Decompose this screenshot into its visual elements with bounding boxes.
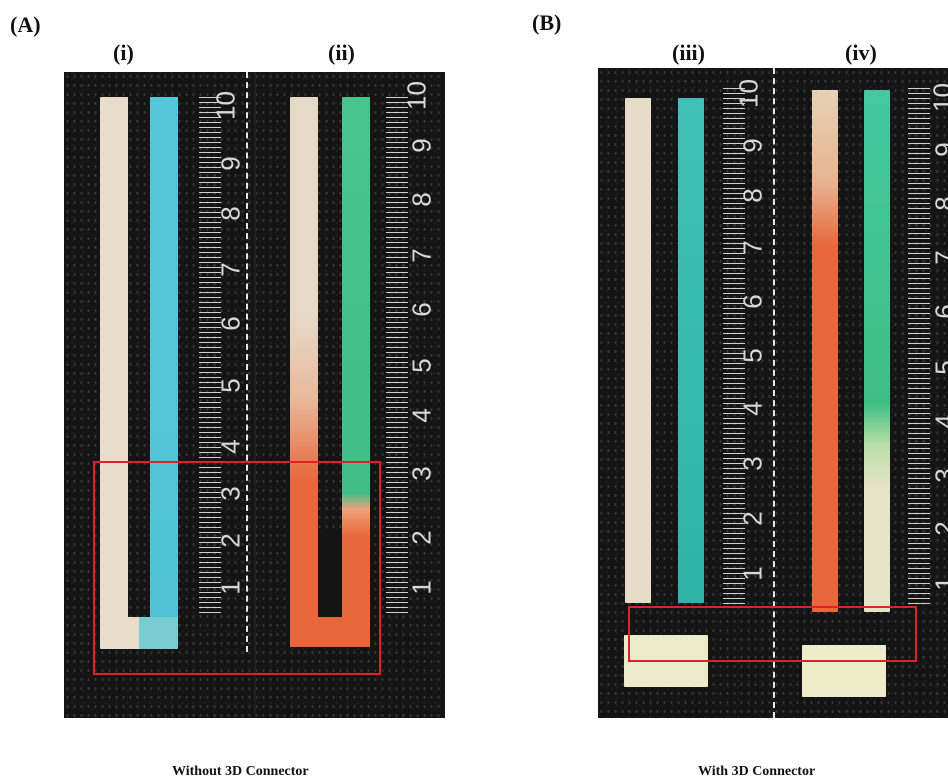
ruler-number: 5 <box>216 371 247 401</box>
ruler-number: 2 <box>738 504 769 534</box>
ruler-number: 6 <box>930 297 948 327</box>
ruler-number: 4 <box>930 407 948 437</box>
ruler-ticks-iv <box>908 88 930 608</box>
ruler-number: 10 <box>211 91 242 121</box>
ruler-number: 10 <box>928 83 948 113</box>
panel-b-label: (B) <box>532 10 561 36</box>
ruler-number: 2 <box>930 514 948 544</box>
highlight-box-b <box>628 606 917 662</box>
ruler-number: 6 <box>738 287 769 317</box>
ruler-number: 5 <box>930 353 948 383</box>
ruler-number: 9 <box>930 135 948 165</box>
ruler-number: 5 <box>738 341 769 371</box>
ruler-number: 1 <box>930 569 948 599</box>
ruler-number: 9 <box>216 149 247 179</box>
control-strip-iii <box>625 98 651 603</box>
ruler-number: 6 <box>216 309 247 339</box>
ruler-number: 10 <box>734 79 765 109</box>
sub-label-iv: (iv) <box>845 40 877 66</box>
ruler-number: 4 <box>738 394 769 424</box>
ruler-number: 7 <box>216 255 247 285</box>
panel-a-label: (A) <box>10 12 41 38</box>
ruler-number: 7 <box>930 243 948 273</box>
ruler-ticks-ii <box>386 97 408 617</box>
ruler-number: 4 <box>216 432 247 462</box>
orange-strip-iv <box>812 90 838 612</box>
ruler-number: 10 <box>402 81 433 111</box>
ruler-number: 7 <box>407 241 438 271</box>
ruler-number: 7 <box>738 233 769 263</box>
highlight-box-a <box>93 461 381 675</box>
ruler-number: 2 <box>407 523 438 553</box>
ruler-number: 1 <box>407 573 438 603</box>
sub-label-i: (i) <box>113 40 134 66</box>
ruler-number: 9 <box>407 131 438 161</box>
caption-b: With 3D Connector <box>698 764 815 780</box>
ruler-number: 9 <box>738 131 769 161</box>
ruler-number: 8 <box>407 185 438 215</box>
ruler-number: 4 <box>407 401 438 431</box>
ruler-number: 6 <box>407 295 438 325</box>
caption-a: Without 3D Connector <box>172 764 309 780</box>
ruler-number: 8 <box>738 181 769 211</box>
sub-label-iii: (iii) <box>672 40 705 66</box>
ruler-number: 3 <box>407 459 438 489</box>
ruler-number: 3 <box>738 449 769 479</box>
ruler-number: 8 <box>216 199 247 229</box>
ruler-number: 3 <box>930 461 948 491</box>
ruler-number: 1 <box>738 559 769 589</box>
green-strip-iv <box>864 90 890 612</box>
sub-label-ii: (ii) <box>328 40 355 66</box>
blue-strip-iii <box>678 98 704 603</box>
ruler-number: 5 <box>407 351 438 381</box>
ruler-number: 8 <box>930 189 948 219</box>
